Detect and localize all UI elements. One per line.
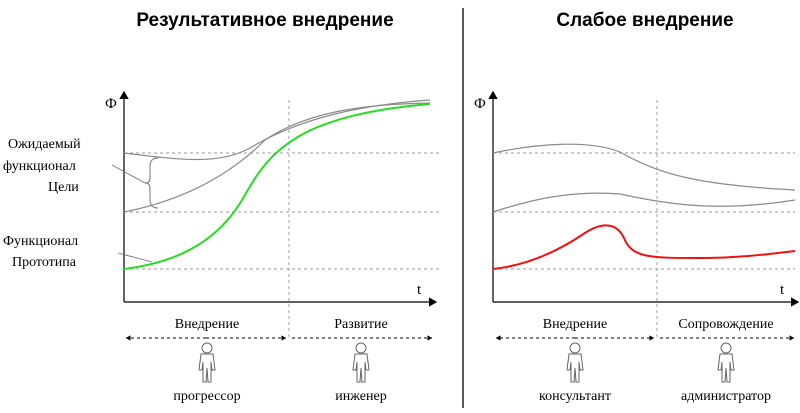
left-panel: Ф t Ожидаемый функционал Цели Функционал… (3, 90, 440, 404)
left-phase-2-label: Развитие (334, 317, 387, 332)
left-lower-bound-curve (123, 102, 431, 213)
left-goal-label-3: Цели (48, 180, 79, 195)
right-role-2-label: администратор (681, 389, 771, 404)
right-role-1-person-icon (566, 342, 584, 383)
left-goal-label-2: функционал (3, 159, 76, 174)
left-role-1-label: прогрессор (173, 389, 240, 404)
left-role-2-person-icon (352, 342, 370, 383)
right-phase-2-label: Сопровождение (678, 317, 773, 332)
right-main-curve (492, 224, 796, 270)
right-lower-bound-curve (492, 192, 796, 213)
right-phase-1-label: Внедрение (543, 317, 607, 332)
right-x-axis-label: t (780, 282, 785, 298)
left-x-axis-label: t (417, 282, 422, 298)
left-role-1-person-icon (198, 342, 216, 383)
left-title: Результативное внедрение (136, 10, 393, 31)
left-goal-label-1: Ожидаемый (8, 137, 81, 152)
left-goal-brace (144, 157, 159, 209)
left-proto-leader (117, 252, 153, 263)
left-main-curve (123, 103, 431, 270)
left-role-2-label: инженер (335, 389, 386, 404)
right-role-2-person-icon (717, 342, 735, 383)
left-proto-label-1: Функционал (3, 234, 78, 249)
right-panel: Ф t Внедрение Сопровождение консультант … (474, 90, 800, 404)
left-y-axis-label: Ф (105, 96, 117, 112)
right-upper-bound-curve (492, 143, 796, 191)
right-title: Слабое внедрение (556, 10, 733, 31)
left-goal-leader (111, 164, 146, 184)
left-proto-label-2: Прототипа (12, 255, 77, 270)
right-y-axis-label: Ф (474, 96, 486, 112)
right-role-1-label: консультант (539, 389, 611, 404)
left-phase-1-label: Внедрение (175, 317, 239, 332)
